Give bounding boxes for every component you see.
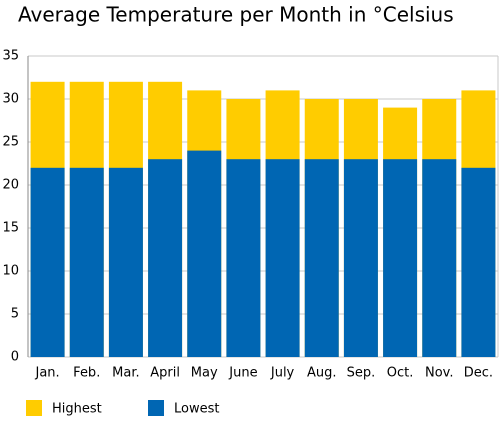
x-tick-label: Mar.: [112, 366, 139, 381]
bar: [422, 159, 457, 357]
y-tick-label: 10: [2, 264, 19, 279]
bar: [304, 159, 339, 357]
bar: [30, 167, 65, 357]
x-tick-label: Jan.: [34, 366, 59, 381]
x-tick-label: July: [270, 366, 295, 381]
bar: [69, 167, 104, 357]
y-tick-label: 35: [2, 49, 19, 64]
bar: [343, 159, 378, 357]
legend-label: Highest: [52, 402, 102, 417]
legend-label: Lowest: [174, 402, 219, 417]
bar: [383, 159, 418, 357]
x-tick-label: Sep.: [347, 366, 376, 381]
bar: [108, 167, 143, 357]
y-tick-label: 20: [2, 178, 19, 193]
bar: [148, 159, 183, 357]
bar: [187, 150, 222, 357]
y-tick-label: 30: [2, 92, 19, 107]
x-tick-label: May: [191, 366, 218, 381]
x-tick-label: Aug.: [307, 366, 337, 381]
y-tick-label: 25: [2, 135, 19, 150]
bar: [226, 159, 261, 357]
legend-swatch: [148, 400, 164, 416]
y-tick-label: 5: [11, 307, 19, 322]
bar: [461, 167, 496, 357]
x-tick-label: Dec.: [464, 366, 493, 381]
bar: [265, 159, 300, 357]
chart-title: Average Temperature per Month in °Celsiu…: [18, 3, 454, 27]
x-tick-label: April: [150, 366, 180, 381]
x-tick-label: Feb.: [73, 366, 100, 381]
x-tick-label: Oct.: [387, 366, 414, 381]
x-tick-label: Nov.: [425, 366, 454, 381]
legend-swatch: [26, 400, 42, 416]
y-tick-label: 15: [2, 221, 19, 236]
x-tick-label: June: [228, 366, 257, 381]
y-tick-label: 0: [11, 350, 19, 365]
